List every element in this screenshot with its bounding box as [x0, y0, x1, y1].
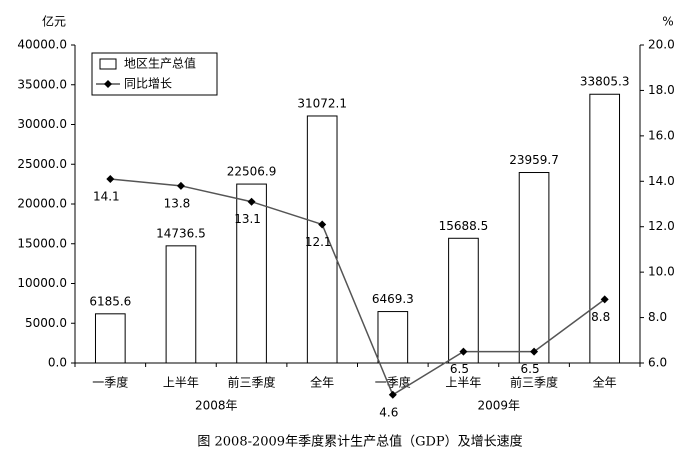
line-marker [176, 181, 185, 190]
bar-value-label: 15688.5 [439, 219, 489, 233]
caption: 图 2008-2009年季度累计生产总值（GDP）及增长速度 [197, 434, 522, 450]
line-value-label: 13.8 [164, 196, 191, 210]
x-tick-label: 上半年 [445, 376, 481, 390]
line [110, 178, 606, 396]
bar [236, 183, 267, 364]
y-tick-label: 5000.0 [25, 316, 67, 330]
y-axis-unit: 亿元 [42, 14, 66, 29]
bar-value-label: 22506.9 [227, 165, 277, 179]
y-tick-label: 10000.0 [17, 276, 67, 290]
line-value-label: 4.6 [379, 405, 398, 419]
y2-tick-label: 16.0 [648, 128, 675, 142]
bar [306, 115, 338, 364]
line-value-label: 6.5 [521, 362, 540, 376]
bar [518, 172, 550, 364]
line-marker [459, 347, 468, 356]
y-tick-label: 35000.0 [17, 77, 67, 91]
y2-tick-label: 6.0 [648, 356, 667, 370]
line-marker [318, 220, 327, 229]
bar-value-label: 6469.3 [372, 292, 414, 306]
x-tick-label: 全年 [310, 375, 334, 390]
y2-tick-label: 14.0 [648, 174, 675, 188]
y-tick-label: 20000.0 [17, 197, 67, 211]
bar [165, 245, 197, 364]
bar-value-label: 33805.3 [580, 75, 630, 89]
y-tick-label: 40000.0 [17, 38, 67, 52]
y-tick-label: 30000.0 [17, 117, 67, 131]
bar-value-label: 6185.6 [89, 294, 131, 308]
bar [448, 237, 479, 364]
legend-marker [104, 80, 112, 88]
x-tick-label: 前三季度 [510, 375, 558, 390]
line-value-label: 13.1 [234, 212, 261, 226]
bar [94, 313, 126, 364]
line-value-label: 14.1 [93, 190, 120, 204]
bar [589, 93, 621, 364]
y2-tick-label: 8.0 [648, 310, 667, 324]
y-tick-label: 25000.0 [17, 157, 67, 171]
y2-tick-label: 10.0 [648, 265, 675, 279]
line-value-label: 6.5 [450, 362, 469, 376]
line-marker [388, 390, 397, 399]
line-marker [106, 175, 115, 184]
legend-label: 同比增长 [124, 77, 172, 91]
bar [377, 311, 409, 364]
group-label: 2008年 [195, 399, 238, 413]
y2-tick-label: 18.0 [648, 83, 675, 97]
x-tick-label: 全年 [593, 375, 617, 390]
x-tick-label: 一季度 [92, 375, 128, 390]
x-tick-label: 前三季度 [228, 375, 276, 390]
line-value-label: 8.8 [591, 310, 610, 324]
line-marker [247, 197, 256, 206]
line-marker [530, 347, 539, 356]
x-tick-label: 上半年 [163, 376, 199, 390]
legend-swatch [99, 58, 117, 70]
bar-value-label: 14736.5 [156, 226, 206, 240]
bar-value-label: 31072.1 [297, 96, 347, 110]
y2-tick-label: 12.0 [648, 219, 675, 233]
line-value-label: 12.1 [305, 235, 332, 249]
legend-label: 地区生产总值 [124, 56, 196, 71]
x-tick-label: 一季度 [375, 375, 411, 390]
y2-axis-unit: % [662, 15, 673, 29]
group-label: 2009年 [477, 399, 520, 413]
y-tick-label: 15000.0 [17, 236, 67, 250]
bar-value-label: 23959.7 [509, 153, 559, 167]
y-tick-label: 0.0 [48, 356, 67, 370]
line-marker [600, 295, 609, 304]
y2-tick-label: 20.0 [648, 38, 675, 52]
